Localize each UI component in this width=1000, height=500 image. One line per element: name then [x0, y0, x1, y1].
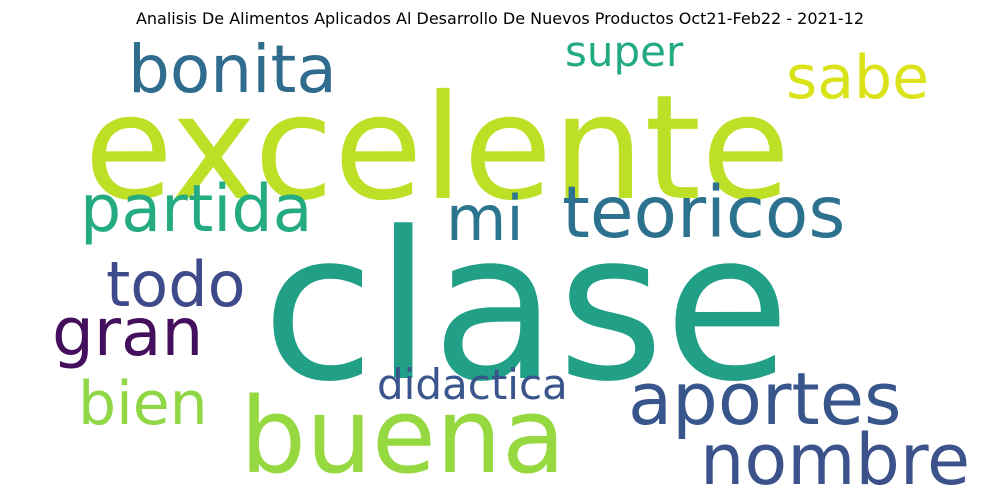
word-sabe: sabe — [786, 43, 929, 113]
word-clase: clase — [262, 189, 790, 427]
word-partida: partida — [80, 172, 312, 247]
word-todo: todo — [106, 248, 246, 321]
word-aportes: aportes — [628, 357, 902, 441]
chart-title: Analisis De Alimentos Aplicados Al Desar… — [135, 9, 865, 28]
word-bonita: bonita — [128, 31, 337, 108]
word-super: super — [565, 27, 684, 76]
word-didactica: didactica — [377, 360, 568, 409]
word-bien: bien — [78, 369, 208, 439]
word-buena: buena — [240, 375, 566, 497]
word-teoricos: teoricos — [562, 171, 845, 254]
word-mi: mi — [446, 182, 524, 255]
word-nombre: nombre — [700, 419, 970, 500]
word-excelente: excelente — [84, 64, 790, 233]
word-gran: gran — [52, 294, 203, 371]
